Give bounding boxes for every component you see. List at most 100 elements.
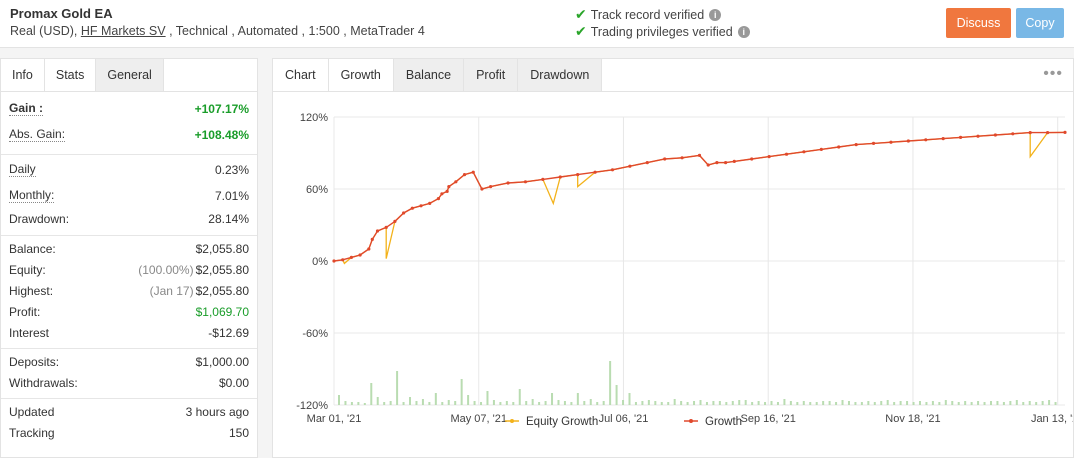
growth-point xyxy=(419,204,423,208)
volume-bar xyxy=(350,402,353,405)
volume-bar xyxy=(454,401,457,405)
more-options-icon[interactable]: ••• xyxy=(1043,65,1063,82)
check-icon: ✔ xyxy=(575,6,587,22)
volume-bar xyxy=(893,402,896,405)
volume-bar xyxy=(951,401,954,405)
volume-bar xyxy=(563,401,566,405)
volume-bar xyxy=(544,401,547,405)
x-tick-label: May 07, '21 xyxy=(450,413,507,425)
growth-point xyxy=(506,181,510,185)
volume-bar xyxy=(441,402,444,405)
stat-label[interactable]: Daily xyxy=(9,162,36,177)
volume-bar xyxy=(460,379,463,405)
tab-chart[interactable]: Chart xyxy=(273,59,328,91)
stat-label: Withdrawals: xyxy=(9,375,78,390)
stat-value: -$12.69 xyxy=(208,325,249,340)
volume-bar xyxy=(822,401,825,405)
volume-bar xyxy=(873,402,876,405)
tab-growth[interactable]: Growth xyxy=(327,59,394,91)
stat-deposits: Deposits: $1,000.00 xyxy=(9,351,249,372)
stat-label[interactable]: Abs. Gain: xyxy=(9,127,66,142)
growth-point xyxy=(889,140,893,144)
volume-bar xyxy=(912,402,915,405)
stat-value: 3 hours ago xyxy=(185,404,249,419)
volume-bar xyxy=(1009,401,1012,405)
stat-value: 150 xyxy=(228,425,249,440)
volume-bar xyxy=(409,397,412,405)
volume-bar xyxy=(964,401,967,405)
volume-bar xyxy=(415,401,418,405)
growth-point xyxy=(341,258,345,262)
volume-bar xyxy=(622,400,625,405)
volume-bar xyxy=(480,402,483,405)
volume-bar xyxy=(918,401,921,405)
growth-point xyxy=(993,133,997,137)
volume-bar xyxy=(718,401,721,405)
x-tick-label: Sep 16, '21 xyxy=(741,413,796,425)
growth-point xyxy=(358,253,362,257)
tab-stats[interactable]: Stats xyxy=(44,59,97,91)
stat-label[interactable]: Gain : xyxy=(9,101,44,116)
volume-bar xyxy=(989,401,992,405)
tab-balance[interactable]: Balance xyxy=(393,59,465,91)
volume-bar xyxy=(957,402,960,405)
growth-point xyxy=(976,134,980,138)
growth-point xyxy=(767,155,771,159)
volume-bar xyxy=(828,401,831,405)
trading-privileges-label: Trading privileges verified xyxy=(590,24,733,39)
stat-label[interactable]: Monthly: xyxy=(9,187,55,203)
info-icon[interactable]: i xyxy=(709,8,722,21)
growth-point xyxy=(610,168,615,172)
growth-point xyxy=(480,187,484,191)
volume-bar xyxy=(473,401,476,405)
account-type: Real (USD), xyxy=(10,24,81,38)
stat-value: $2,055.80 xyxy=(195,241,249,256)
stat-balance: Balance: $2,055.80 xyxy=(9,238,249,259)
track-record-label: Track record verified xyxy=(590,7,705,22)
volume-bar xyxy=(628,393,631,405)
stat-daily: Daily 0.23% xyxy=(9,157,249,183)
x-tick-label: Mar 01, '21 xyxy=(307,413,362,425)
growth-point xyxy=(541,177,545,181)
volume-bar xyxy=(705,402,708,405)
volume-bar xyxy=(421,399,424,405)
y-tick-label: -60% xyxy=(302,328,328,340)
stat-value: +108.48% xyxy=(194,128,249,142)
volume-bar xyxy=(796,402,799,405)
volume-bar xyxy=(757,401,760,405)
volume-bar xyxy=(925,402,928,405)
y-tick-label: 120% xyxy=(300,112,328,124)
stat-tracking: Tracking 150 xyxy=(9,422,249,443)
volume-bar xyxy=(731,401,734,405)
volume-bar xyxy=(654,401,657,405)
volume-bar xyxy=(647,400,650,405)
growth-point xyxy=(1011,132,1015,136)
stat-interest: Interest -$12.69 xyxy=(9,322,249,343)
volume-bar xyxy=(357,402,360,405)
growth-point xyxy=(732,159,736,163)
tab-profit[interactable]: Profit xyxy=(464,59,519,91)
info-icon[interactable]: i xyxy=(737,25,750,38)
growth-point xyxy=(1045,131,1050,135)
track-record-verified: ✔ Track record verified i xyxy=(575,6,722,23)
growth-point xyxy=(1063,130,1067,134)
broker-link[interactable]: HF Markets SV xyxy=(80,24,166,38)
growth-point xyxy=(593,170,597,174)
volume-bar xyxy=(609,361,612,405)
copy-button[interactable]: Copy xyxy=(1016,8,1064,38)
growth-point xyxy=(645,161,649,165)
growth-point xyxy=(410,206,414,210)
volume-bar xyxy=(712,401,715,405)
discuss-button[interactable]: Discuss xyxy=(946,8,1011,38)
volume-bar xyxy=(370,383,373,405)
tab-info[interactable]: Info xyxy=(1,59,45,91)
tab-drawdown[interactable]: Drawdown xyxy=(518,59,603,91)
x-tick-label: Nov 18, '21 xyxy=(885,413,940,425)
volume-bar xyxy=(1022,402,1025,405)
tab-general[interactable]: General xyxy=(96,59,164,91)
volume-bar xyxy=(809,402,812,405)
volume-bar xyxy=(899,401,902,405)
stat-label: Highest: xyxy=(9,283,54,298)
growth-point xyxy=(402,211,406,215)
growth-point xyxy=(941,137,945,141)
